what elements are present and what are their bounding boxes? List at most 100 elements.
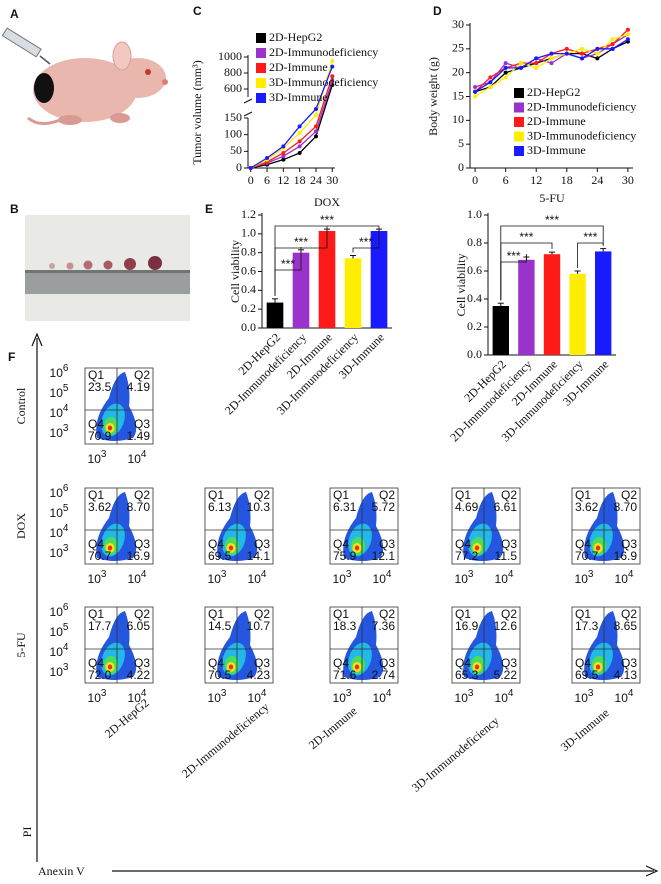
- y-tick-label-base: 10: [50, 406, 64, 420]
- quadrant-name: Q1: [575, 607, 591, 621]
- quadrant-name: Q4: [88, 417, 104, 431]
- legend-label: 2D-Immune: [527, 114, 586, 128]
- quadrant-value: 4.13: [614, 668, 638, 682]
- quadrant-name: Q3: [501, 537, 517, 551]
- quadrant-name: Q1: [455, 488, 471, 502]
- quadrant-name: Q3: [134, 417, 150, 431]
- plot-frame: [84, 367, 154, 445]
- point: [297, 144, 302, 149]
- x-tick-label-base: 10: [88, 691, 102, 705]
- row-label: Control: [14, 387, 28, 424]
- density-plot: [463, 611, 504, 680]
- quadrant-name: Q1: [88, 368, 104, 382]
- point: [503, 70, 508, 75]
- y-tick-label: 10: [452, 112, 464, 126]
- quadrant-value: 7.36: [372, 619, 396, 633]
- bar: [370, 231, 388, 328]
- y-tick-label-base: 10: [50, 665, 64, 679]
- bar: [492, 306, 509, 355]
- density-peak: [228, 664, 234, 670]
- plot-frame: [84, 487, 154, 565]
- quadrant-value: 1.49: [127, 429, 151, 443]
- y-tick-label: 0.0: [241, 320, 256, 334]
- quadrant-value: 6.31: [333, 500, 357, 514]
- x-tick-label: 104: [128, 449, 147, 467]
- x-tick-label-base: 10: [128, 452, 142, 466]
- point: [534, 65, 539, 70]
- panel-label: A: [10, 7, 19, 21]
- x-tick-label-exp: 4: [628, 569, 634, 580]
- y-tick-label-exp: 6: [63, 602, 69, 613]
- legend-swatch: [256, 93, 266, 103]
- point: [564, 46, 569, 51]
- plot-frame: [329, 606, 399, 684]
- point: [549, 56, 554, 61]
- row-label: DOX: [14, 513, 28, 539]
- quadrant-name: Q4: [208, 537, 224, 551]
- legend-label: 2D-HepG2: [527, 85, 580, 99]
- x-tick-label-exp: 4: [141, 449, 147, 460]
- significance-label: ***: [583, 230, 597, 244]
- significance-label: ***: [519, 230, 533, 244]
- x-tick-label-base: 10: [128, 572, 142, 586]
- x-tick-label: 103: [88, 688, 107, 706]
- y-tick-label: 0.2: [467, 319, 482, 333]
- quadrant-name: Q2: [621, 488, 637, 502]
- y-tick-label: 1.0: [467, 207, 482, 221]
- y-tick-label: 103: [50, 423, 69, 441]
- x-tick-label: 103: [88, 569, 107, 587]
- quadrant-value: 75.9: [333, 549, 357, 563]
- density-peak: [354, 664, 360, 670]
- density-peak: [107, 545, 113, 551]
- axis-break: [243, 111, 253, 117]
- y-tick-label-base: 10: [50, 426, 64, 440]
- x-tick-label-base: 10: [128, 691, 142, 705]
- quadrant-value: 3.62: [575, 500, 599, 514]
- quadrant-value: 77.2: [455, 549, 479, 563]
- density-peak: [474, 545, 480, 551]
- x-tick-label-exp: 3: [221, 569, 227, 580]
- panel-label: B: [10, 202, 19, 216]
- x-tick-label: 103: [88, 449, 107, 467]
- quadrant-value: 4.19: [127, 380, 151, 394]
- legend-swatch: [514, 131, 524, 142]
- x-tick-label: 18: [561, 173, 573, 187]
- x-tick-label-base: 10: [615, 691, 629, 705]
- density-peak: [107, 425, 113, 431]
- density-plot: [343, 492, 384, 561]
- quadrant-name: Q2: [501, 607, 517, 621]
- point: [297, 124, 302, 129]
- legend-label: 3D-Immunodeficiency: [269, 75, 378, 89]
- quadrant-value: 4.23: [247, 668, 271, 682]
- density-peak: [228, 545, 234, 551]
- x-tick-label: 104: [615, 569, 634, 587]
- series-line: [250, 75, 333, 169]
- panel-label: E: [205, 202, 213, 216]
- y-tick-label: 50: [230, 143, 242, 157]
- legend-label: 2D-Immune: [269, 60, 328, 74]
- x-tick-label-base: 10: [575, 691, 589, 705]
- quadrant-value: 14.1: [247, 549, 271, 563]
- significance-label: ***: [359, 235, 373, 249]
- quadrant-name: Q1: [333, 488, 349, 502]
- significance-bracket: [577, 242, 604, 268]
- y-tick-label: 106: [50, 602, 69, 620]
- legend-label: 2D-Immunodeficiency: [527, 99, 636, 113]
- point: [330, 74, 335, 79]
- quadrant-name: Q4: [88, 537, 104, 551]
- quadrant-value: 69.5: [208, 549, 232, 563]
- y-axis-label: Cell viability: [454, 254, 468, 317]
- x-tick-label-exp: 3: [101, 688, 107, 699]
- series-line: [250, 80, 333, 169]
- point: [473, 94, 478, 99]
- quadrant-value: 18.3: [333, 619, 357, 633]
- y-tick-label-base: 10: [50, 386, 64, 400]
- x-tick-label: 103: [455, 688, 474, 706]
- series-line: [250, 60, 333, 169]
- quadrant-name: Q3: [254, 537, 270, 551]
- quadrant-value: 70.5: [208, 668, 232, 682]
- quadrant-value: 69.5: [575, 668, 599, 682]
- x-tick-label-base: 10: [615, 572, 629, 586]
- y-axis-label: Cell viability: [228, 240, 242, 303]
- y-tick-label-base: 10: [50, 645, 64, 659]
